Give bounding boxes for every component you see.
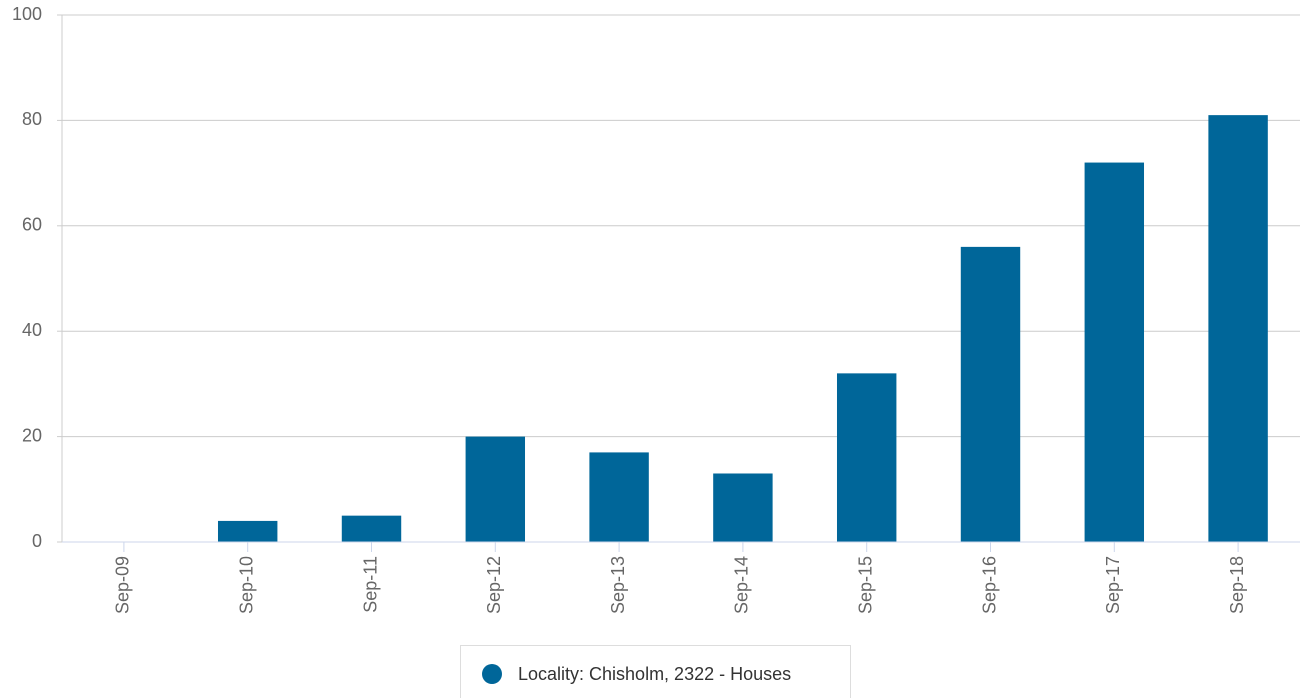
- x-tick-label: Sep-14: [732, 556, 752, 614]
- bar: [713, 473, 773, 542]
- y-tick-label: 40: [22, 320, 42, 340]
- bar: [465, 436, 526, 542]
- y-tick-label: 60: [22, 215, 42, 235]
- x-tick-label: Sep-13: [608, 556, 628, 614]
- bar: [217, 520, 278, 542]
- x-tick-label: Sep-15: [855, 556, 875, 614]
- bar: [341, 515, 402, 542]
- x-tick-label: Sep-09: [113, 556, 133, 614]
- bar: [1208, 115, 1268, 542]
- bar: [1084, 162, 1145, 542]
- x-tick-label: Sep-18: [1227, 556, 1247, 614]
- x-tick-label: Sep-11: [360, 556, 380, 613]
- y-tick-label: 80: [22, 109, 42, 129]
- y-tick-label: 100: [12, 4, 42, 24]
- x-tick-label: Sep-16: [979, 556, 999, 614]
- bar: [589, 452, 649, 542]
- bar: [960, 246, 1021, 542]
- legend-symbol: [482, 664, 502, 684]
- legend-box: [460, 645, 851, 698]
- y-tick-label: 0: [32, 531, 42, 551]
- x-tick-label: Sep-12: [484, 556, 504, 614]
- legend-label: Locality: Chisholm, 2322 - Houses: [518, 664, 791, 684]
- bar: [836, 373, 897, 542]
- x-tick-label: Sep-17: [1103, 556, 1123, 614]
- y-tick-label: 20: [22, 425, 42, 445]
- x-tick-label: Sep-10: [236, 556, 256, 614]
